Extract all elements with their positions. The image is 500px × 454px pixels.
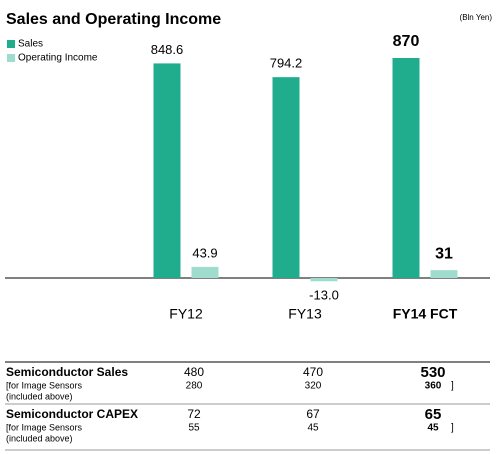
table-cell: 470 — [303, 365, 323, 379]
unit-label: (Bln Yen) — [460, 13, 493, 22]
bar — [310, 278, 338, 282]
x-tick-label: FY13 — [288, 306, 322, 322]
table-cell: 320 — [305, 381, 322, 392]
data-label: 31 — [435, 245, 453, 262]
legend-swatch — [7, 40, 15, 48]
row-sublabel: (included above) — [6, 433, 73, 443]
bar — [272, 77, 300, 278]
table-cell: 45 — [307, 423, 319, 434]
data-label: 848.6 — [151, 42, 184, 57]
row-sublabel: [for Image Sensors — [6, 422, 83, 432]
chart-title: Sales and Operating Income — [6, 11, 221, 28]
row-label: Semiconductor Sales — [6, 365, 128, 379]
data-label: 794.2 — [270, 56, 303, 71]
legend-label: Sales — [18, 39, 43, 50]
bracket: ] — [451, 381, 454, 392]
table-cell: 65 — [425, 406, 442, 423]
x-tick-label: FY14 FCT — [393, 306, 458, 322]
table-cell: 45 — [427, 423, 439, 434]
table-cell: 280 — [186, 381, 203, 392]
table-cell: 530 — [420, 364, 445, 381]
legend-swatch — [7, 54, 15, 62]
table-cell: 55 — [188, 423, 200, 434]
bar — [191, 266, 219, 278]
table-cell: 360 — [425, 381, 442, 392]
bar — [392, 58, 420, 278]
data-label: 870 — [393, 33, 420, 50]
bar — [153, 63, 181, 278]
bracket: ] — [451, 423, 454, 434]
row-sublabel: (included above) — [6, 391, 73, 401]
x-tick-label: FY12 — [169, 306, 203, 322]
bar — [430, 270, 458, 278]
legend-label: Operating Income — [18, 53, 98, 64]
row-label: Semiconductor CAPEX — [6, 407, 138, 421]
table-cell: 480 — [184, 365, 204, 379]
table-cell: 67 — [306, 407, 320, 421]
data-label: 43.9 — [192, 245, 217, 260]
table-cell: 72 — [187, 407, 201, 421]
row-sublabel: [for Image Sensors — [6, 380, 83, 390]
data-label: -13.0 — [309, 288, 339, 303]
